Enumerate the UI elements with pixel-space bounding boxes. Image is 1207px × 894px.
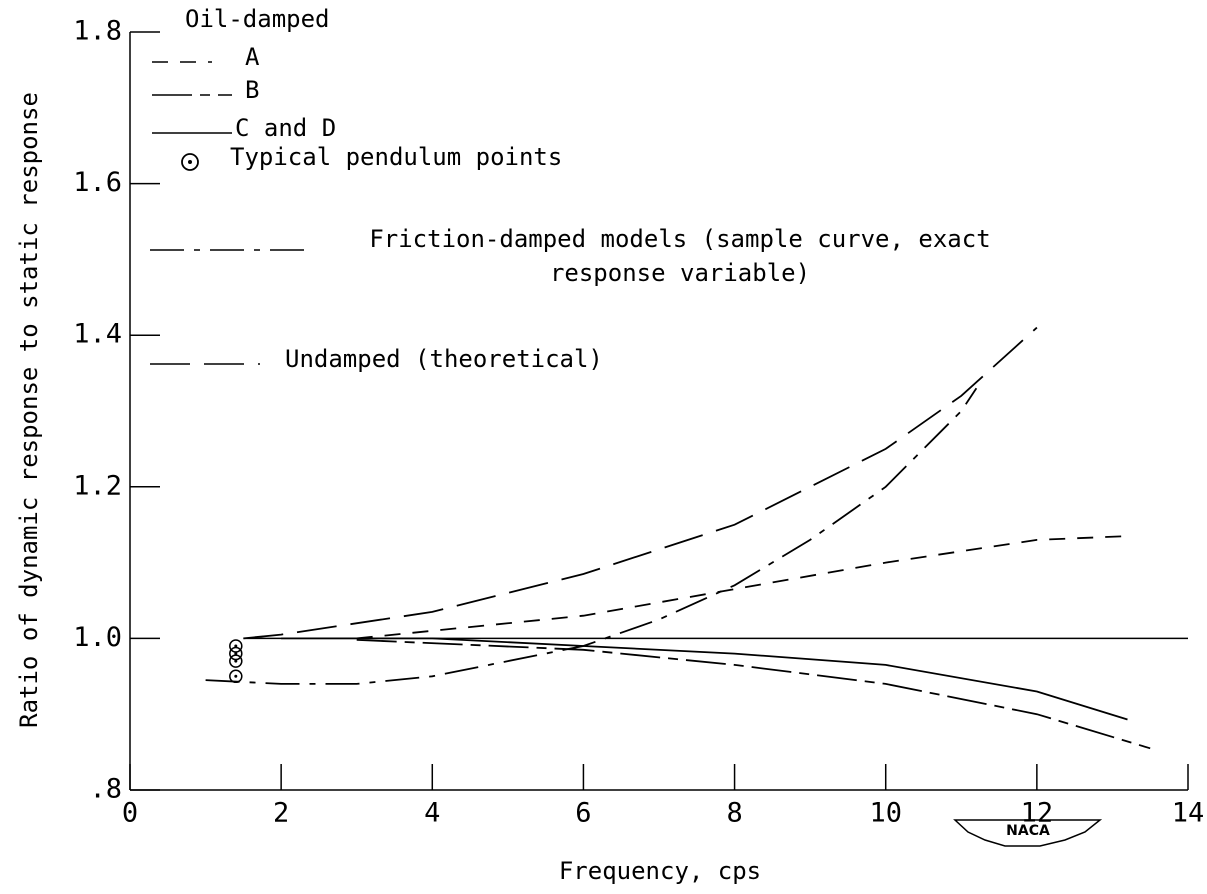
point-dot bbox=[234, 644, 238, 648]
x-tick-label: 0 bbox=[122, 798, 138, 829]
series-line bbox=[205, 387, 978, 685]
point-ring bbox=[229, 639, 243, 653]
x-tick-label: 2 bbox=[273, 798, 289, 829]
x-tick-label: 12 bbox=[1021, 798, 1054, 829]
point bbox=[229, 646, 243, 661]
x-tick-label: 6 bbox=[575, 798, 591, 829]
x-tick-label: 10 bbox=[869, 798, 902, 829]
x-tick-label: 4 bbox=[424, 798, 440, 829]
legend-marker-dot bbox=[188, 160, 192, 164]
x-tick-label: 14 bbox=[1172, 798, 1205, 829]
y-tick-label: 1.6 bbox=[73, 167, 122, 198]
point-ring bbox=[229, 646, 243, 661]
legend-title: Oil-damped bbox=[185, 5, 330, 33]
x-tick-label: 8 bbox=[726, 798, 742, 829]
x-axis-label: Frequency, cps bbox=[559, 857, 761, 885]
legend-label: B bbox=[245, 76, 259, 104]
series-line bbox=[243, 326, 1038, 640]
legend-marker bbox=[181, 153, 199, 171]
legend-label: A bbox=[245, 43, 260, 71]
logo: NACA bbox=[1006, 823, 1050, 839]
point-dot bbox=[234, 652, 238, 656]
point-dot bbox=[234, 674, 238, 678]
series-line bbox=[356, 535, 1128, 640]
series-line bbox=[356, 639, 1151, 750]
point-dot bbox=[234, 659, 238, 663]
y-tick-label: 1.0 bbox=[73, 622, 122, 653]
y-tick-label: 1.4 bbox=[73, 319, 122, 350]
legend-label: Typical pendulum points bbox=[230, 143, 562, 171]
y-axis-label: Ratio of dynamic response to static resp… bbox=[15, 92, 43, 728]
logo-wing bbox=[953, 819, 1103, 847]
y-tick-label: .8 bbox=[89, 774, 122, 805]
point-ring bbox=[229, 654, 243, 668]
point bbox=[229, 669, 243, 684]
series-line bbox=[281, 637, 1128, 721]
point bbox=[229, 654, 243, 668]
y-tick-label: 1.8 bbox=[73, 16, 122, 47]
legend-label: Undamped (theoretical) bbox=[285, 345, 603, 373]
point bbox=[229, 639, 243, 653]
y-tick-label: 1.2 bbox=[73, 470, 122, 501]
legend-label: Friction-damped models (sample curve, ex… bbox=[369, 225, 991, 287]
legend-label: C and D bbox=[235, 114, 336, 142]
